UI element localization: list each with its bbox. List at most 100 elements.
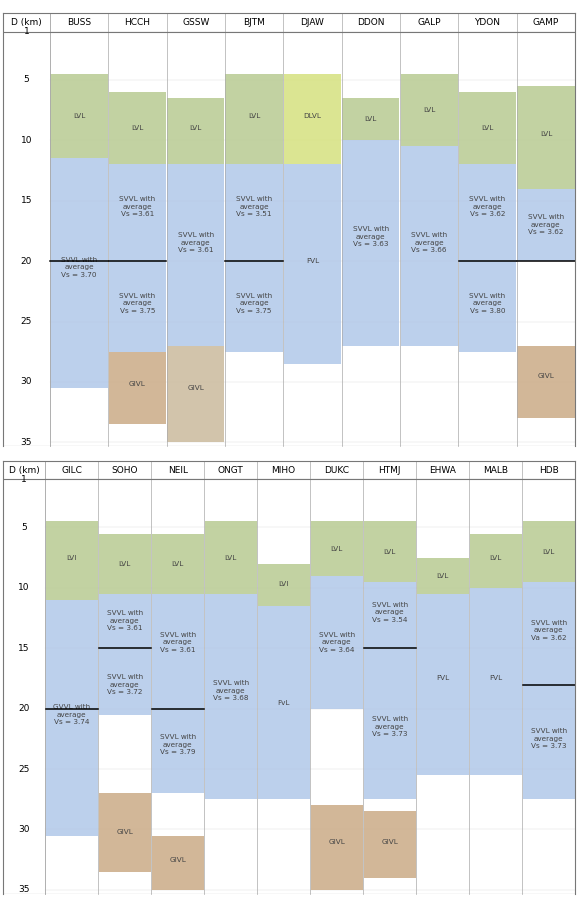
Text: 5: 5	[24, 75, 29, 84]
Text: LVL: LVL	[543, 549, 555, 555]
Text: LVL: LVL	[436, 573, 449, 579]
Text: LVL: LVL	[365, 116, 377, 121]
Bar	[401, 146, 458, 346]
Bar	[205, 594, 257, 799]
Text: 25: 25	[18, 764, 29, 773]
Text: 10: 10	[21, 136, 32, 145]
Text: HTMJ: HTMJ	[379, 466, 401, 475]
Text: SVVL with
average
Vs = 3.80: SVVL with average Vs = 3.80	[469, 293, 506, 314]
Bar	[342, 140, 399, 346]
Text: 35: 35	[21, 438, 32, 447]
Text: HCCH: HCCH	[124, 18, 150, 27]
Text: SVVL with
average
Vs = 3.68: SVVL with average Vs = 3.68	[213, 680, 249, 701]
Text: LVI: LVI	[279, 581, 289, 587]
Text: 10: 10	[18, 584, 30, 593]
Bar	[225, 74, 283, 164]
Bar	[109, 164, 166, 261]
Text: LVL: LVL	[331, 546, 343, 552]
Text: LVI: LVI	[66, 555, 77, 560]
Bar	[459, 164, 516, 261]
Text: SVVL with
average
Vs = 3.61: SVVL with average Vs = 3.61	[160, 632, 196, 653]
Text: GIVL: GIVL	[129, 382, 146, 387]
Text: 30: 30	[21, 377, 32, 386]
Bar	[417, 558, 469, 594]
Text: SVVL with
average
Vs = 3.72: SVVL with average Vs = 3.72	[107, 674, 143, 695]
Text: ONGT: ONGT	[218, 466, 243, 475]
Text: LVL: LVL	[384, 549, 396, 555]
Text: BJTM: BJTM	[243, 18, 265, 27]
Text: 30: 30	[18, 825, 30, 834]
Text: EHWA: EHWA	[429, 466, 456, 475]
Text: SVVL with
average
Vs = 3.75: SVVL with average Vs = 3.75	[119, 293, 155, 314]
Bar	[258, 606, 310, 799]
Bar	[225, 164, 283, 261]
Bar	[470, 533, 521, 588]
Bar	[459, 92, 516, 164]
Text: D (km): D (km)	[11, 18, 42, 27]
Text: LVL: LVL	[73, 113, 85, 119]
Text: LVL: LVL	[481, 125, 494, 131]
Text: 1: 1	[21, 475, 27, 484]
Bar	[46, 522, 98, 600]
Bar	[99, 533, 151, 594]
Text: LVL: LVL	[423, 107, 435, 113]
Text: LVL: LVL	[131, 125, 143, 131]
Text: D (km): D (km)	[9, 466, 39, 475]
Bar	[152, 594, 203, 709]
Bar	[311, 576, 362, 709]
Text: SVVL with
average
Vs = 3.61: SVVL with average Vs = 3.61	[107, 610, 143, 631]
Bar	[205, 522, 257, 594]
Text: 20: 20	[21, 257, 32, 266]
Text: DDON: DDON	[357, 18, 384, 27]
Bar	[311, 522, 362, 576]
Text: GVVL with
average
Vs = 3.74: GVVL with average Vs = 3.74	[53, 704, 90, 726]
Text: SVVL with
average
Vs = 3.51: SVVL with average Vs = 3.51	[236, 197, 272, 217]
Text: DJAW: DJAW	[301, 18, 324, 27]
Text: GSSW: GSSW	[182, 18, 209, 27]
Text: SVVL with
average
Va = 3.62: SVVL with average Va = 3.62	[531, 620, 566, 640]
Bar	[50, 158, 108, 388]
Bar	[109, 92, 166, 164]
Bar	[364, 522, 416, 582]
Text: LVL: LVL	[118, 560, 131, 567]
Text: YDON: YDON	[475, 18, 501, 27]
Bar	[99, 594, 151, 648]
Bar	[470, 588, 521, 775]
Text: LVL: LVL	[225, 555, 237, 560]
Text: 15: 15	[18, 644, 30, 653]
Bar	[99, 793, 151, 872]
Text: LVL: LVL	[540, 131, 552, 137]
Text: SOHO: SOHO	[112, 466, 138, 475]
Text: HDB: HDB	[539, 466, 558, 475]
Bar	[284, 164, 341, 364]
Bar	[523, 522, 575, 582]
Text: SVVL with
average
Vs = 3.62: SVVL with average Vs = 3.62	[528, 215, 564, 235]
Text: GIVL: GIVL	[328, 839, 345, 844]
Text: SVVL with
average
Vs = 3.70: SVVL with average Vs = 3.70	[61, 257, 97, 277]
Text: GIVL: GIVL	[169, 857, 186, 863]
Text: 20: 20	[18, 704, 29, 713]
Text: SVVL with
average
Vs = 3.66: SVVL with average Vs = 3.66	[411, 233, 447, 253]
Bar	[364, 582, 416, 648]
Text: SVVL with
average
Vs = 3.61: SVVL with average Vs = 3.61	[177, 233, 214, 253]
Text: LVL: LVL	[248, 113, 260, 119]
Text: DLVL: DLVL	[303, 113, 321, 119]
Bar	[364, 812, 416, 878]
Text: SVVL with
average
Vs = 3.54: SVVL with average Vs = 3.54	[372, 602, 407, 622]
Text: SVVL with
average
Vs = 3.63: SVVL with average Vs = 3.63	[353, 226, 389, 248]
Text: GIVL: GIVL	[116, 829, 133, 835]
Text: GILC: GILC	[61, 466, 82, 475]
Text: FVL: FVL	[489, 675, 502, 682]
Text: 15: 15	[21, 196, 32, 206]
Bar	[517, 346, 575, 418]
Bar	[417, 594, 469, 775]
Bar	[167, 164, 224, 346]
Bar	[523, 684, 575, 799]
Text: GIVL: GIVL	[187, 385, 204, 391]
Text: 1: 1	[24, 27, 29, 36]
Text: SVVL with
average
Vs = 3.62: SVVL with average Vs = 3.62	[469, 197, 506, 217]
Text: FVL: FVL	[436, 675, 449, 682]
Bar	[167, 98, 224, 164]
Text: GIVL: GIVL	[538, 373, 554, 379]
Text: 35: 35	[18, 885, 30, 894]
